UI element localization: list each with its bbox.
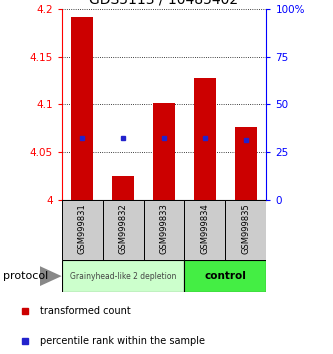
Bar (184, 260, 266, 292)
Text: GSM999832: GSM999832 (119, 204, 128, 254)
Bar (153, 103, 175, 200)
Text: transformed count: transformed count (40, 306, 131, 316)
Bar (71, 17, 93, 200)
Bar (184, 200, 225, 260)
Text: GSM999831: GSM999831 (78, 204, 87, 254)
Bar (62, 200, 103, 260)
Bar (103, 200, 144, 260)
Text: GSM999834: GSM999834 (200, 204, 209, 254)
Polygon shape (40, 266, 62, 286)
Title: GDS5113 / 10485402: GDS5113 / 10485402 (90, 0, 238, 6)
Bar (144, 200, 184, 260)
Bar (235, 127, 257, 200)
Bar (62, 260, 184, 292)
Text: Grainyhead-like 2 depletion: Grainyhead-like 2 depletion (70, 272, 176, 281)
Bar (194, 78, 216, 200)
Text: percentile rank within the sample: percentile rank within the sample (40, 336, 205, 346)
Text: control: control (204, 271, 246, 281)
Bar (112, 176, 134, 200)
Text: GSM999833: GSM999833 (160, 204, 168, 254)
Text: protocol: protocol (3, 271, 49, 281)
Bar (225, 200, 266, 260)
Text: GSM999835: GSM999835 (241, 204, 250, 254)
